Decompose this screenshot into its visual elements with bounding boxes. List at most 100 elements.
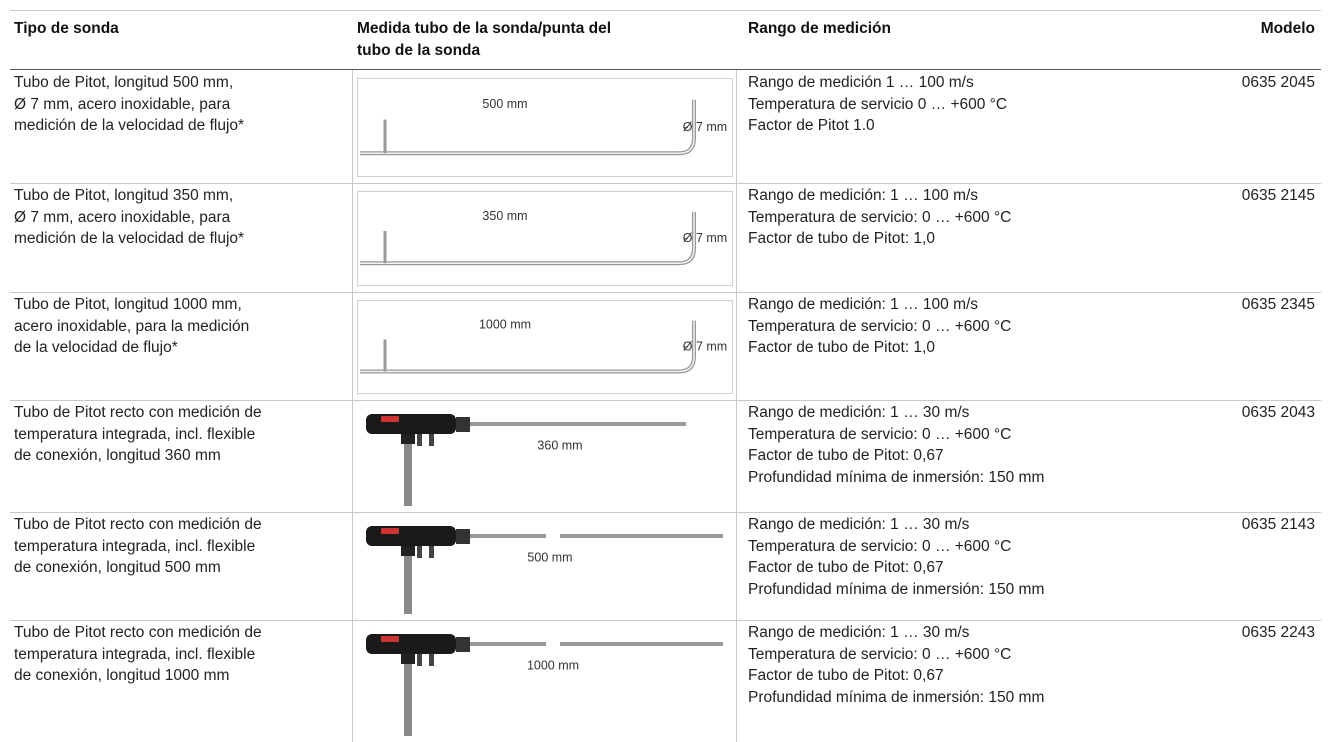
- diameter-label: Ø 7 mm: [683, 120, 727, 134]
- port: [429, 434, 434, 446]
- probe-type: Tubo de Pitot, longitud 500 mm,: [14, 74, 234, 91]
- port: [417, 546, 422, 558]
- tube-inner: [360, 211, 695, 264]
- header-cell: Rango de medición: [748, 20, 891, 37]
- probe-type: de conexión, longitud 360 mm: [14, 447, 221, 464]
- range-line: Rango de medición 1 … 100 m/s: [748, 74, 974, 91]
- probe-drawing: 1000 mm Ø 7 mm: [357, 300, 733, 394]
- column-rule: [352, 70, 353, 742]
- probe-type: medición de la velocidad de flujo*: [14, 117, 245, 134]
- stem: [401, 434, 415, 444]
- model: 0635 2045: [1241, 74, 1315, 91]
- row-rule: [10, 183, 1321, 184]
- range-line: Factor de tubo de Pitot: 0,67: [748, 559, 944, 576]
- port: [417, 434, 422, 446]
- port: [429, 654, 434, 666]
- connector: [456, 637, 470, 652]
- connector: [456, 417, 470, 432]
- handle: [366, 634, 456, 654]
- stem: [401, 546, 415, 556]
- range-line: Rango de medición: 1 … 100 m/s: [748, 187, 979, 204]
- tube-inner: [360, 320, 695, 373]
- range-line: Factor de tubo de Pitot: 1,0: [748, 230, 935, 247]
- diameter-label: Ø 7 mm: [683, 339, 727, 353]
- probe-drawing: 1000 mm: [366, 634, 723, 736]
- length-label: 1000 mm: [479, 318, 531, 332]
- handle: [366, 526, 456, 546]
- probe-drawing: 500 mm: [366, 526, 723, 614]
- range-line: Temperatura de servicio: 0 … +600 °C: [748, 317, 1012, 335]
- range-line: Temperatura de servicio: 0 … +600 °C: [748, 208, 1012, 226]
- handle-logo: [381, 528, 399, 534]
- row-rule: [10, 512, 1321, 513]
- probe-type: Tubo de Pitot recto con medición de: [14, 516, 262, 533]
- top-rule: [10, 10, 1321, 11]
- diameter-label: Ø 7 mm: [683, 231, 727, 245]
- range-line: Temperatura de servicio: 0 … +600 °C: [748, 645, 1012, 663]
- rod: [470, 534, 546, 538]
- hose: [404, 658, 412, 736]
- rod: [470, 422, 686, 426]
- range-line: Temperatura de servicio 0 … +600 °C: [748, 95, 1008, 113]
- model: 0635 2345: [1241, 296, 1315, 313]
- probe-type: Ø 7 mm, acero inoxidable, para: [14, 208, 231, 226]
- probe-type: acero inoxidable, para la medición: [14, 317, 250, 335]
- column-rule: [736, 70, 737, 742]
- header-cell: Medida tubo de la sonda/punta del: [357, 20, 612, 37]
- probe-type: de conexión, longitud 1000 mm: [14, 667, 230, 684]
- range-line: Factor de Pitot 1.0: [748, 117, 875, 134]
- model: 0635 2145: [1241, 187, 1315, 204]
- length-label: 1000 mm: [527, 658, 579, 672]
- probe-type: Tubo de Pitot, longitud 350 mm,: [14, 187, 234, 204]
- probe-type: temperatura integrada, incl. flexible: [14, 425, 256, 443]
- header-cell: tubo de la sonda: [357, 41, 481, 59]
- connector: [456, 529, 470, 544]
- probe-type: de la velocidad de flujo*: [14, 339, 178, 356]
- rod: [470, 642, 546, 646]
- range-line: Temperatura de servicio: 0 … +600 °C: [748, 537, 1012, 555]
- drawing-frame: [357, 191, 733, 286]
- probe-type: temperatura integrada, incl. flexible: [14, 537, 256, 555]
- probe-type: Tubo de Pitot recto con medición de: [14, 624, 262, 641]
- range-line: Rango de medición: 1 … 100 m/s: [748, 296, 979, 313]
- probe-drawing: 500 mm Ø 7 mm: [357, 78, 733, 177]
- hose: [404, 550, 412, 614]
- probe-type: Tubo de Pitot recto con medición de: [14, 404, 262, 421]
- header-rule: [10, 69, 1321, 70]
- model: 0635 2043: [1241, 404, 1315, 421]
- rod: [560, 642, 723, 646]
- range-line: Profundidad mínima de inmersión: 150 mm: [748, 580, 1045, 598]
- length-label: 500 mm: [482, 97, 527, 111]
- hose: [404, 438, 412, 506]
- probe-type: medición de la velocidad de flujo*: [14, 230, 245, 247]
- drawing-frame: [357, 300, 733, 394]
- probe-drawing: 350 mm Ø 7 mm: [357, 191, 733, 286]
- model: 0635 2143: [1241, 516, 1315, 533]
- header-cell: Modelo: [1260, 20, 1315, 37]
- tube-inner: [360, 99, 695, 154]
- range-line: Factor de tubo de Pitot: 0,67: [748, 667, 944, 684]
- rod: [560, 534, 723, 538]
- range-line: Rango de medición: 1 … 30 m/s: [748, 516, 970, 533]
- handle-logo: [381, 416, 399, 422]
- row-rule: [10, 292, 1321, 293]
- port: [417, 654, 422, 666]
- handle: [366, 414, 456, 434]
- length-label: 360 mm: [537, 438, 582, 452]
- range-line: Rango de medición: 1 … 30 m/s: [748, 624, 970, 641]
- length-label: 500 mm: [527, 550, 572, 564]
- model: 0635 2243: [1241, 624, 1315, 641]
- range-line: Temperatura de servicio: 0 … +600 °C: [748, 425, 1012, 443]
- range-line: Factor de tubo de Pitot: 1,0: [748, 339, 935, 356]
- port: [429, 546, 434, 558]
- probe-type: Tubo de Pitot, longitud 1000 mm,: [14, 296, 242, 313]
- probe-type: temperatura integrada, incl. flexible: [14, 645, 256, 663]
- handle-logo: [381, 636, 399, 642]
- stem: [401, 654, 415, 664]
- row-rule: [10, 400, 1321, 401]
- probe-type: Ø 7 mm, acero inoxidable, para: [14, 95, 231, 113]
- row-rule: [10, 620, 1321, 621]
- probe-type: de conexión, longitud 500 mm: [14, 559, 221, 576]
- header-cell: Tipo de sonda: [14, 20, 119, 37]
